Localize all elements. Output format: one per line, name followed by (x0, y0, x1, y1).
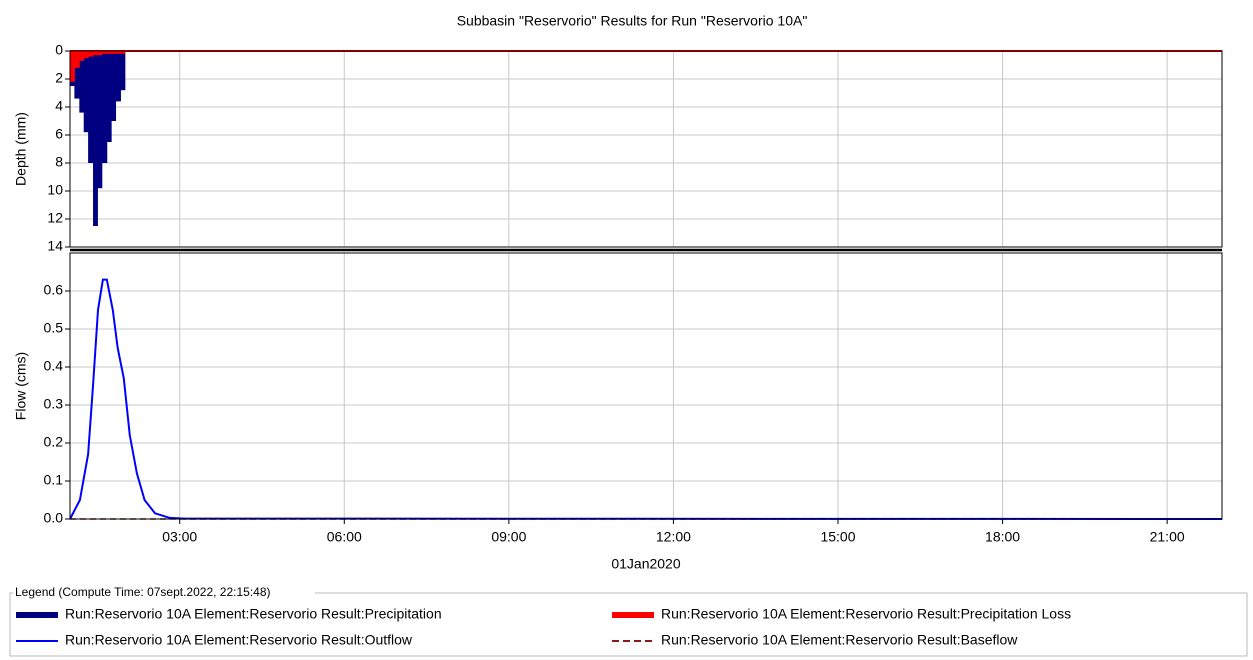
bar (93, 51, 98, 56)
x-axis-label: 01Jan2020 (611, 556, 681, 572)
plot-frame (69, 252, 1223, 520)
y-tick-label: 0.5 (44, 320, 64, 336)
y-tick-label: 0.6 (44, 282, 64, 298)
y-tick-label: 0.0 (44, 510, 64, 526)
bar (120, 51, 126, 54)
bar (111, 51, 117, 54)
bar (106, 51, 112, 142)
y-tick-label: 0.3 (44, 396, 64, 412)
y-axis-label: Flow (cms) (13, 352, 29, 420)
bar (101, 51, 108, 163)
x-tick-label: 12:00 (656, 529, 691, 545)
bar (93, 51, 98, 226)
bar (83, 51, 89, 133)
y-tick-label: 10 (47, 182, 63, 198)
y-tick-label: 8 (55, 154, 63, 170)
bar (120, 51, 126, 91)
series-line (69, 278, 1223, 520)
y-tick-label: 0.2 (44, 434, 64, 450)
y-tick-label: 6 (55, 126, 63, 142)
bar (79, 51, 85, 61)
y-tick-label: 0.4 (44, 358, 64, 374)
bar (106, 51, 112, 54)
bar (97, 51, 103, 56)
y-tick-label: 12 (47, 210, 63, 226)
bar (70, 51, 75, 82)
x-tick-label: 03:00 (162, 529, 197, 545)
y-tick-label: 4 (55, 98, 63, 114)
bar (74, 51, 80, 99)
y-tick-label: 0.1 (44, 472, 64, 488)
x-tick-label: 06:00 (327, 529, 362, 545)
plot-frame (69, 50, 1223, 248)
legend-title-bg (13, 586, 315, 600)
legend-label: Run:Reservorio 10A Element:Reservorio Re… (65, 632, 413, 648)
bar (115, 51, 121, 102)
bar (101, 51, 108, 54)
bar (97, 51, 103, 189)
bar (111, 51, 117, 121)
bar (115, 51, 121, 54)
y-tick-label: 14 (47, 238, 63, 254)
x-tick-label: 21:00 (1150, 529, 1185, 545)
x-tick-label: 09:00 (491, 529, 526, 545)
legend-label: Run:Reservorio 10A Element:Reservorio Re… (661, 632, 1018, 648)
legend-title: Legend (Compute Time: 07sept.2022, 22:15… (15, 585, 271, 599)
legend-box (9, 592, 1248, 657)
chart-title: Subbasin "Reservorio" Results for Run "R… (457, 13, 808, 29)
legend-label: Run:Reservorio 10A Element:Reservorio Re… (65, 606, 442, 622)
bar (88, 51, 94, 163)
bar (74, 51, 80, 68)
bar (88, 51, 94, 57)
legend-label: Run:Reservorio 10A Element:Reservorio Re… (661, 606, 1071, 622)
x-tick-label: 15:00 (820, 529, 855, 545)
bar (79, 51, 85, 113)
legend: Run:Reservorio 10A Element:Reservorio Re… (16, 606, 1071, 648)
y-tick-label: 0 (55, 42, 63, 58)
y-axis-label: Depth (mm) (13, 112, 29, 186)
x-tick-label: 18:00 (985, 529, 1020, 545)
y-tick-label: 2 (55, 70, 63, 86)
bar (83, 51, 89, 58)
